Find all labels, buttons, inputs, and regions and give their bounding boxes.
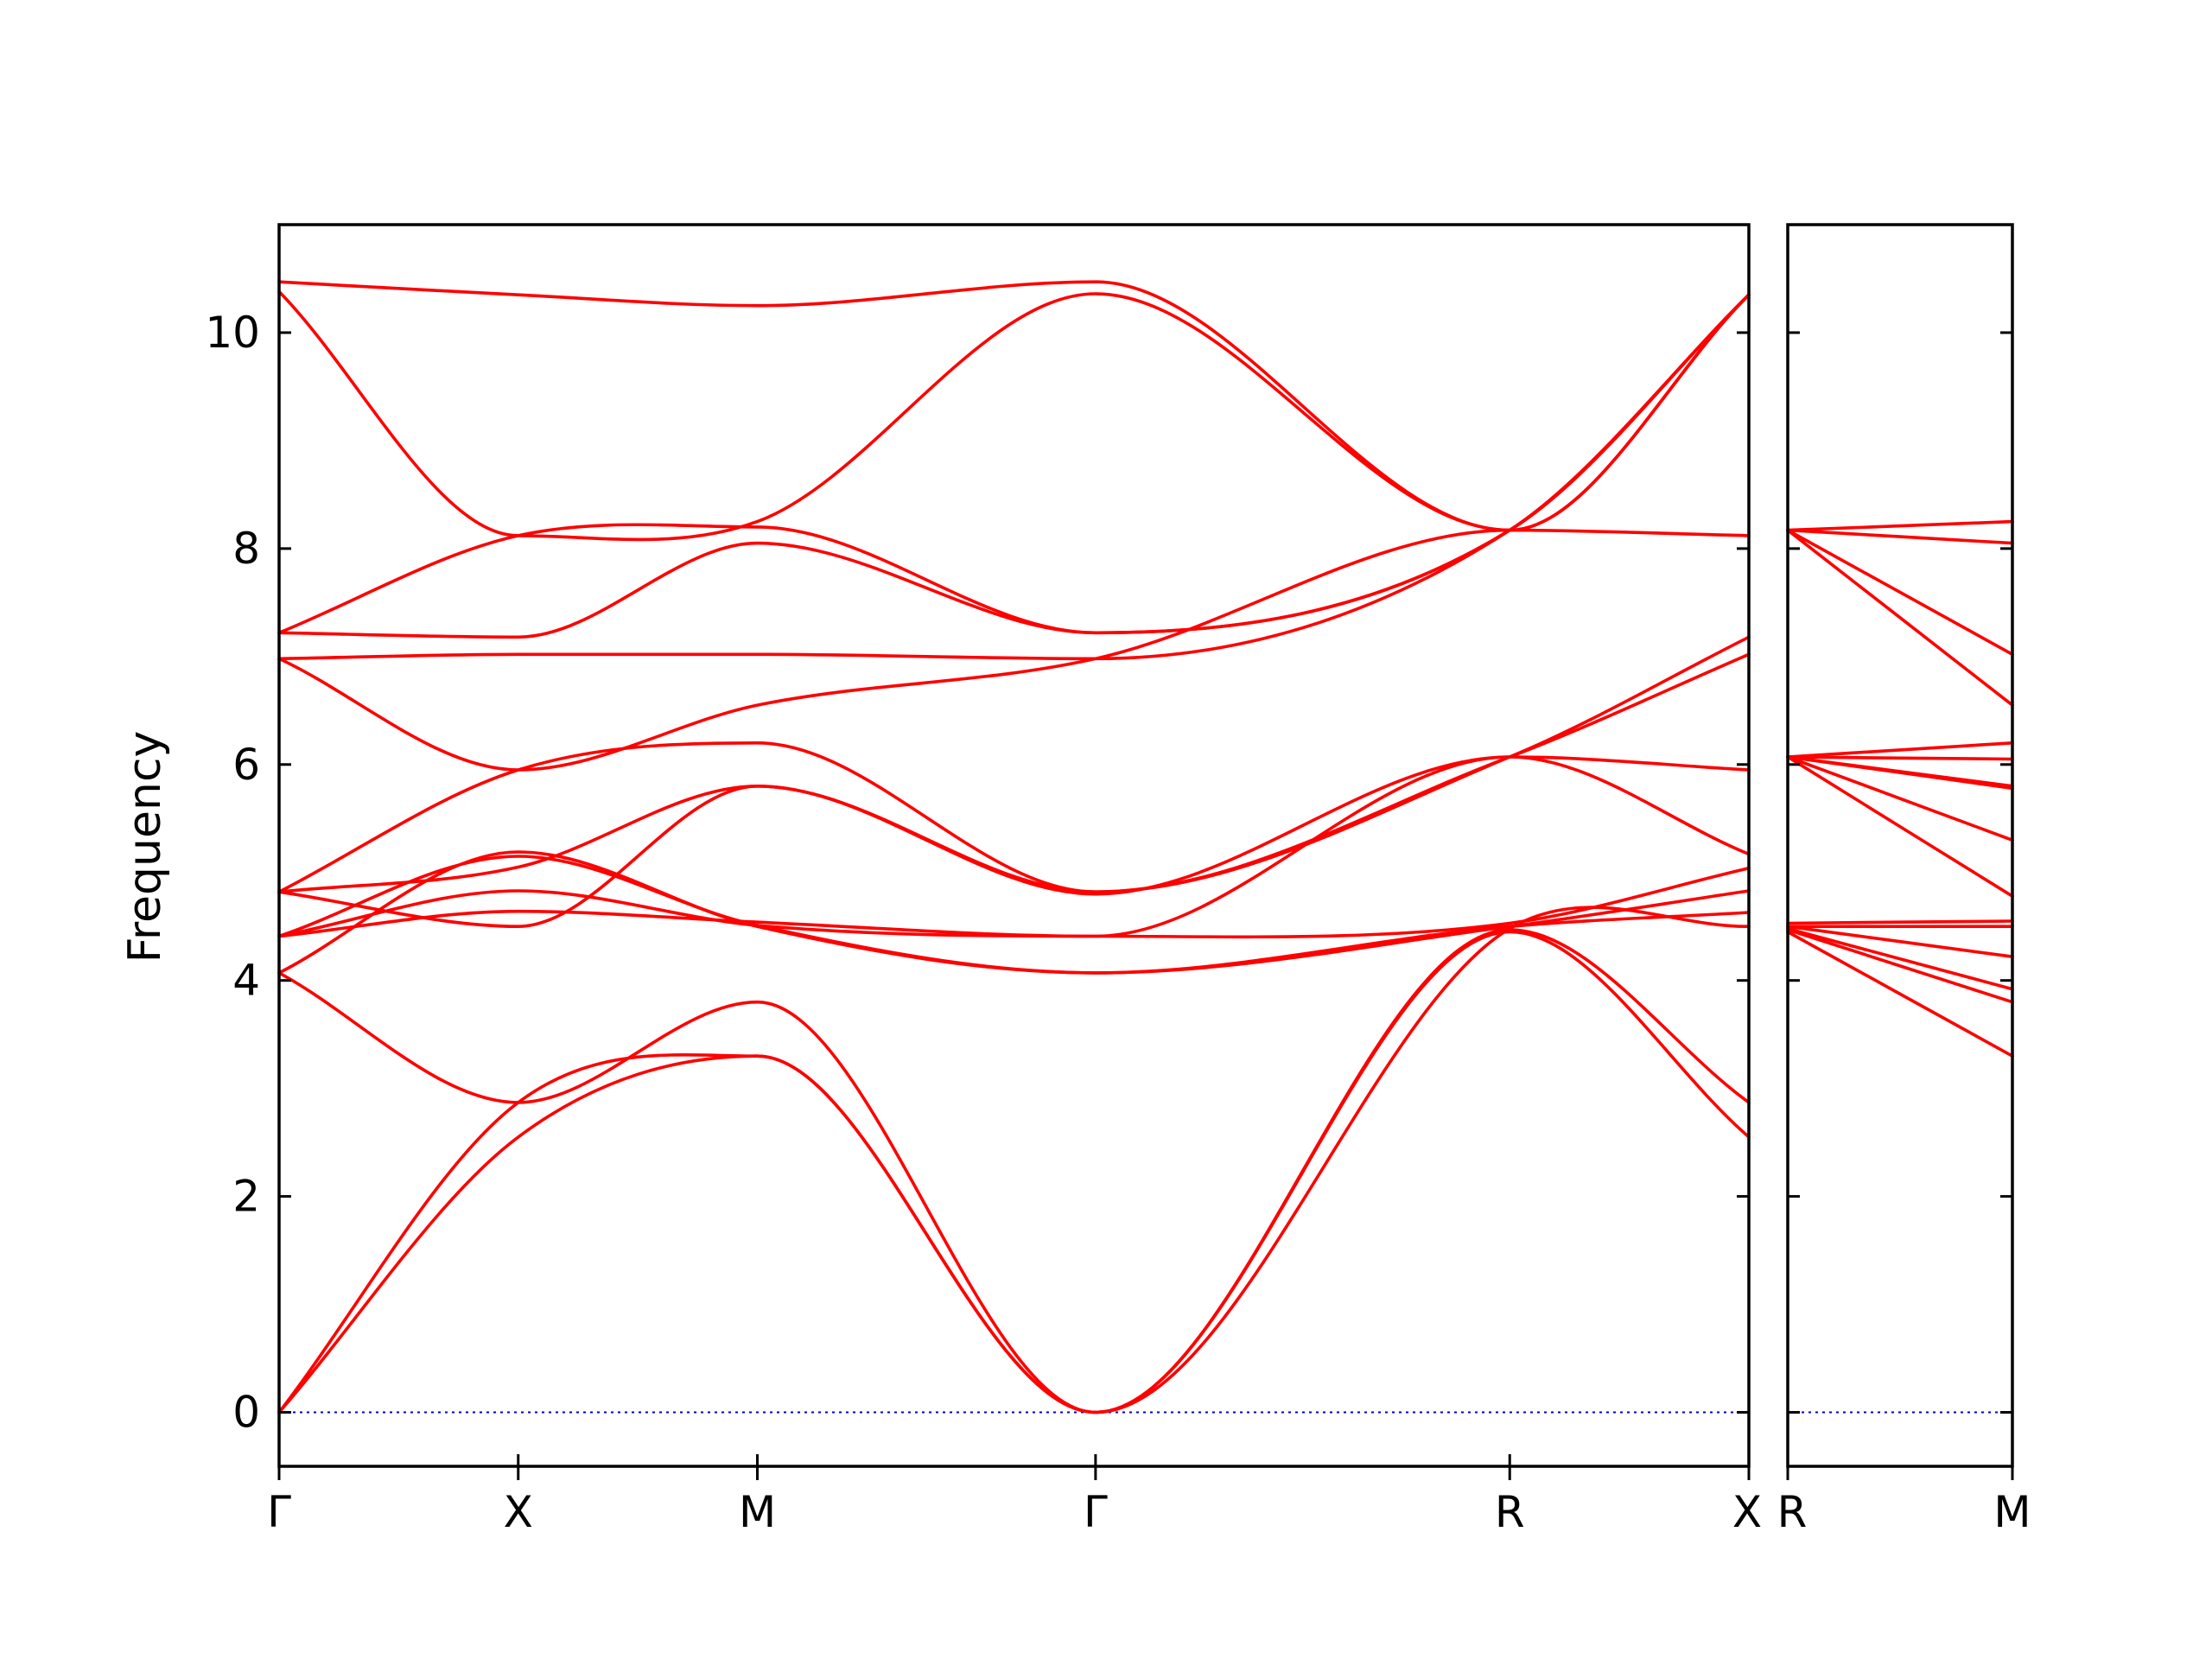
band-line-10 xyxy=(277,635,1751,893)
band-line-15 xyxy=(277,289,1751,542)
x-tick-label: Γ xyxy=(267,1487,291,1537)
band-line-16 xyxy=(1786,519,2014,532)
x-tick-label: Γ xyxy=(1084,1487,1108,1537)
band-line-2 xyxy=(1786,928,2014,1004)
plot-frame xyxy=(277,223,1751,1468)
x-tick-label: M xyxy=(739,1487,776,1537)
panel-left: 0 2 4 6 8 10 Γ X M Γ R X xyxy=(205,223,1762,1537)
y-tick-label: 8 xyxy=(232,524,260,574)
band-line-16 xyxy=(277,280,1751,532)
band-line-5 xyxy=(277,855,1751,975)
band-line-1 xyxy=(277,930,1751,1414)
band-line-7 xyxy=(277,755,1751,938)
band-line-15 xyxy=(1786,528,2014,545)
band-line-12 xyxy=(277,293,1751,661)
x-tick-label: X xyxy=(504,1487,533,1537)
x-tick-label: R xyxy=(1495,1487,1525,1537)
y-tick-label: 6 xyxy=(232,740,260,790)
band-line-3 xyxy=(1786,926,2014,991)
band-line-6 xyxy=(277,866,1751,939)
y-tick-label: 10 xyxy=(205,308,260,358)
band-line-12 xyxy=(1786,741,2014,759)
band-line-14 xyxy=(277,293,1751,635)
band-line-3 xyxy=(277,906,1751,1414)
band-line-8 xyxy=(1786,755,2014,842)
y-tick-label: 4 xyxy=(232,956,260,1006)
y-tick-label: 2 xyxy=(232,1172,260,1222)
band-line-6 xyxy=(1786,919,2014,925)
band-line-4 xyxy=(1786,925,2014,958)
x-tick-label: R xyxy=(1777,1487,1808,1537)
y-tick-label: 0 xyxy=(232,1388,260,1438)
band-line-11 xyxy=(1786,755,2014,761)
band-line-1 xyxy=(1786,930,2014,1058)
plot-frame xyxy=(1786,223,2014,1468)
band-line-13 xyxy=(277,293,1751,639)
x-tick-label: M xyxy=(1993,1487,2031,1537)
band-line-8 xyxy=(277,755,1751,928)
band-line-14 xyxy=(1786,528,2014,657)
band-line-7 xyxy=(1786,755,2014,898)
x-tick-label: X xyxy=(1732,1487,1762,1537)
band-line-10 xyxy=(1786,755,2014,788)
y-axis-label: Frequency xyxy=(119,731,171,963)
band-line-11 xyxy=(277,528,1751,772)
band-line-2 xyxy=(277,928,1751,1414)
band-line-13 xyxy=(1786,528,2014,707)
